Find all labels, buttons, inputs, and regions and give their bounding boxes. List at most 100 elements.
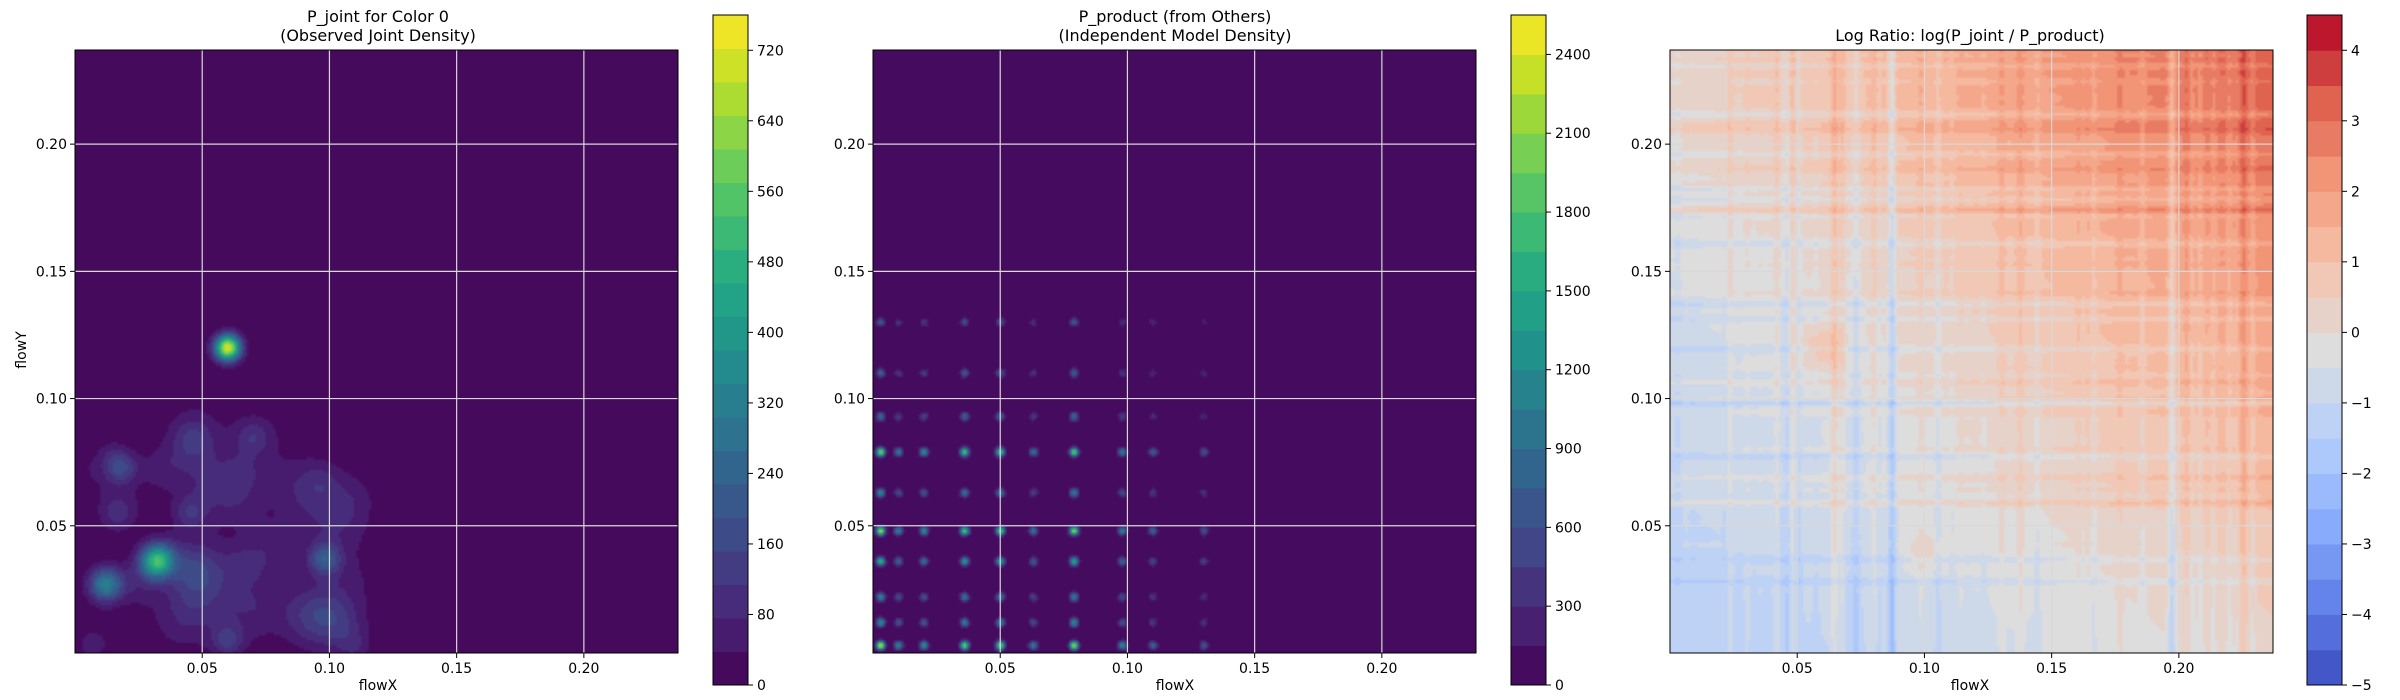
panel-3-heatmap	[1670, 50, 2273, 653]
x-tick-label: 0.05	[1782, 661, 1813, 677]
panel-3-x-label: flowX	[1951, 678, 1990, 694]
colorbar-level	[713, 82, 748, 116]
panel-1-x-ticks: 0.05 0.10 0.15 0.20	[187, 653, 599, 677]
colorbar-level	[2307, 402, 2342, 439]
colorbar-level	[713, 249, 748, 284]
panel-1-x-label: flowX	[359, 678, 398, 694]
colorbar-level	[2307, 473, 2342, 510]
colorbar-tick-label: 160	[757, 537, 784, 553]
colorbar-level	[713, 182, 748, 217]
y-tick-label: 0.20	[1631, 137, 1662, 153]
colorbar-tick-label: 1200	[1555, 363, 1591, 379]
colorbar-level	[1511, 15, 1546, 55]
colorbar-tick-label: 2400	[1555, 47, 1591, 63]
x-tick-label: 0.20	[568, 661, 599, 677]
panel-1-colorbar: 0 80 160 240 320 400 480 560 640 720	[712, 14, 784, 694]
colorbar-level	[713, 350, 748, 384]
colorbar-level	[2307, 226, 2342, 263]
y-tick-label: 0.10	[1631, 392, 1662, 408]
heatmap-image	[75, 50, 678, 653]
x-tick-label: 0.20	[2163, 661, 2194, 677]
colorbar-level	[713, 216, 748, 250]
panel-1-y-ticks: 0.05 0.10 0.15 0.20	[36, 137, 75, 535]
colorbar-level	[2307, 332, 2342, 369]
colorbar-level	[2307, 367, 2342, 404]
y-tick-label: 0.05	[36, 519, 67, 535]
colorbar-tick-label: 0	[2351, 325, 2360, 341]
colorbar-frame	[2306, 14, 2343, 686]
x-tick-label: 0.10	[1909, 661, 1940, 677]
colorbar-tick-label: 300	[1555, 599, 1582, 615]
colorbar-tick-label: 400	[757, 325, 784, 341]
panel-1-grid	[75, 50, 678, 653]
panel-p-joint: P_joint for Color 0 (Observed Joint Dens…	[14, 7, 784, 694]
panel-1-y-label: flowY	[14, 331, 30, 369]
colorbar-tick-label: 720	[757, 43, 784, 59]
panel-1-heatmap	[75, 50, 678, 653]
colorbar-level	[2307, 191, 2342, 228]
y-tick-label: 0.20	[36, 137, 67, 153]
colorbar-level	[713, 15, 748, 49]
colorbar-tick-label: 600	[1555, 520, 1582, 536]
colorbar-level	[1511, 251, 1546, 292]
y-tick-label: 0.15	[1631, 264, 1662, 280]
colorbar-tick-label: −3	[2351, 537, 2372, 553]
colorbar-level	[2307, 579, 2342, 615]
colorbar-level	[2307, 649, 2342, 686]
colorbar-level	[1511, 448, 1546, 489]
colorbar-tick-label: 0	[757, 678, 766, 694]
colorbar-level	[1511, 645, 1546, 686]
colorbar-tick-label: 640	[757, 114, 784, 130]
colorbar-level	[2307, 261, 2342, 298]
colorbar-level	[2307, 297, 2342, 333]
colorbar-tick-label: 900	[1555, 442, 1582, 458]
y-tick-label: 0.20	[834, 137, 865, 153]
panel-2-title-line-1: P_product (from Others)	[1079, 7, 1272, 27]
colorbar-tick-label: 3	[2351, 114, 2360, 130]
x-tick-label: 0.05	[985, 661, 1016, 677]
colorbar-level	[713, 618, 748, 652]
x-tick-label: 0.15	[441, 661, 472, 677]
y-tick-label: 0.10	[36, 392, 67, 408]
colorbar-level	[1511, 369, 1546, 410]
colorbar-level	[713, 517, 748, 552]
heatmap-image	[1670, 50, 2273, 653]
panel-2-title-line-2: (Independent Model Density)	[1059, 26, 1292, 45]
colorbar-level	[2307, 120, 2342, 157]
x-tick-label: 0.10	[314, 661, 345, 677]
colorbar-level	[1511, 330, 1546, 371]
colorbar-level	[1511, 93, 1546, 134]
panel-1-title-line-2: (Observed Joint Density)	[280, 26, 476, 45]
colorbar-level	[713, 283, 748, 317]
colorbar-level	[1511, 566, 1546, 607]
panel-2-colorbar: 0 300 600 900 1200 1500 1800 2100 2400	[1510, 14, 1591, 694]
x-tick-label: 0.20	[1366, 661, 1397, 677]
colorbar-tick-label: 320	[757, 396, 784, 412]
colorbar-level	[713, 584, 748, 619]
panel-1-title-line-1: P_joint for Color 0	[307, 7, 449, 27]
y-tick-label: 0.05	[1631, 519, 1662, 535]
panel-2-heatmap	[873, 50, 1476, 653]
x-tick-label: 0.05	[187, 661, 218, 677]
colorbar-tick-label: 80	[757, 607, 775, 623]
colorbar-frame	[712, 14, 749, 686]
panel-3-axes-frame	[1669, 49, 2274, 654]
colorbar-tick-label: −4	[2351, 607, 2372, 623]
colorbar-tick-label: −5	[2351, 678, 2372, 694]
colorbar-tick-label: 2100	[1555, 126, 1591, 142]
panel-2-y-ticks: 0.05 0.10 0.15 0.20	[834, 137, 873, 535]
panel-3-colorbar: −5 −4 −3 −2 −1 0 1 2 3 4	[2306, 14, 2372, 694]
panel-3-y-ticks: 0.05 0.10 0.15 0.20	[1631, 137, 1670, 535]
colorbar-level	[2307, 85, 2342, 122]
panel-2-x-ticks: 0.05 0.10 0.15 0.20	[985, 653, 1397, 677]
colorbar-level	[2307, 50, 2342, 87]
colorbar-tick-label: 1800	[1555, 205, 1591, 221]
colorbar-tick-label: 2	[2351, 184, 2360, 200]
colorbar-tick-label: 480	[757, 255, 784, 271]
y-tick-label: 0.15	[36, 264, 67, 280]
colorbar-tick-label: 560	[757, 184, 784, 200]
colorbar-level	[713, 484, 748, 518]
colorbar-level	[1511, 487, 1546, 528]
colorbar-level	[713, 316, 748, 351]
colorbar-level	[2307, 438, 2342, 474]
